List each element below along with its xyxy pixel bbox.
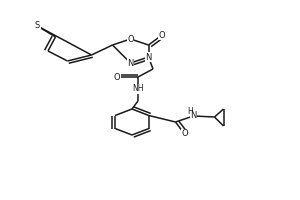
Text: N: N: [145, 52, 152, 62]
Text: O: O: [181, 130, 188, 138]
Text: O: O: [114, 72, 120, 82]
Text: NH: NH: [132, 84, 144, 93]
Text: H: H: [188, 106, 194, 116]
Text: S: S: [35, 21, 40, 30]
Text: N: N: [127, 58, 134, 68]
Text: O: O: [127, 34, 134, 44]
Text: N: N: [190, 112, 197, 120]
Text: O: O: [159, 30, 165, 40]
